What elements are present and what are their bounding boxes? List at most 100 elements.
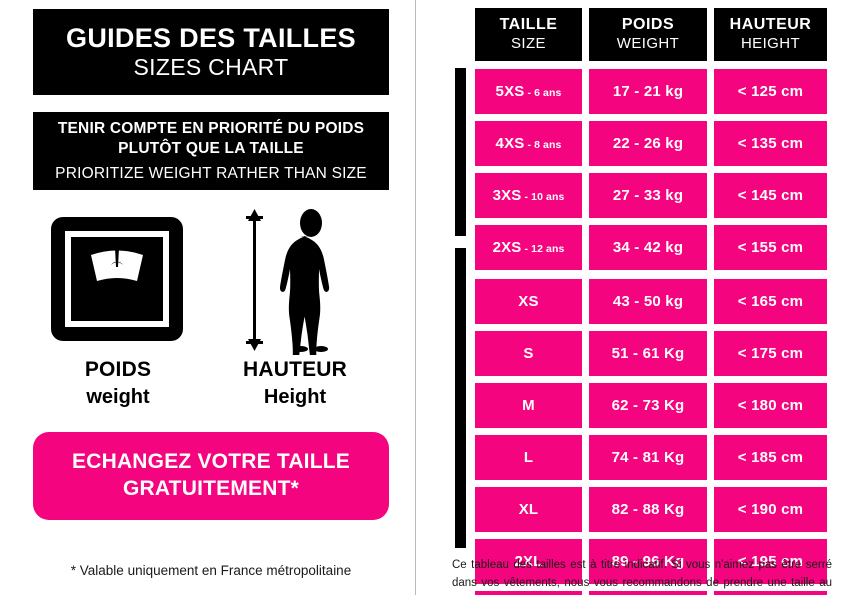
cell-weight: 97 - 104 Kg bbox=[589, 591, 707, 595]
header-cell-height: HAUTEUR HEIGHT bbox=[714, 8, 827, 61]
height-value: < 195 cm bbox=[737, 553, 804, 570]
weight-label-fr: POIDS bbox=[84, 358, 152, 381]
priority-note-block: TENIR COMPTE EN PRIORITÉ DU POIDS PLUTÔT… bbox=[33, 112, 389, 190]
cell-size: 5XS - 6 ans bbox=[475, 69, 582, 114]
size-value: 3XS bbox=[492, 187, 522, 204]
cell-height: < 145 cm bbox=[714, 173, 827, 218]
table-row: 2XS - 12 ans 34 - 42 kg < 155 cm bbox=[475, 225, 827, 270]
height-measure-icon-group bbox=[233, 205, 383, 363]
group-label-adults: ADULTES / ADULTS bbox=[454, 298, 469, 498]
cell-size: 3XL bbox=[475, 591, 582, 595]
table-row: XL 82 - 88 Kg < 190 cm bbox=[475, 487, 827, 532]
cell-weight: 51 - 61 Kg bbox=[589, 331, 707, 376]
height-label-group: HAUTEUR Height bbox=[215, 358, 375, 409]
size-value: XS bbox=[518, 293, 539, 310]
height-value: < 145 cm bbox=[737, 187, 804, 204]
height-label-fr: HAUTEUR bbox=[242, 358, 348, 381]
title-block: GUIDES DES TAILLES SIZES CHART bbox=[33, 9, 389, 95]
cell-height: < 125 cm bbox=[714, 69, 827, 114]
size-age: - 8 ans bbox=[527, 139, 562, 151]
height-value: < 155 cm bbox=[737, 239, 804, 256]
table-row: 3XL 97 - 104 Kg < 200 cm bbox=[475, 591, 827, 595]
cell-size: 4XS - 8 ans bbox=[475, 121, 582, 166]
header-weight-en: WEIGHT bbox=[616, 35, 680, 53]
weight-value: 51 - 61 Kg bbox=[611, 345, 685, 362]
priority-note-fr-line2: PLUTÔT QUE LA TAILLE bbox=[118, 139, 304, 157]
left-footnote: * Valable uniquement en France métropoli… bbox=[70, 563, 352, 578]
size-value: 2XS bbox=[492, 239, 522, 256]
group-label-kids: ENFANTS / KIDS bbox=[454, 52, 469, 252]
size-value: L bbox=[523, 449, 534, 466]
height-value: < 175 cm bbox=[737, 345, 804, 362]
cta-line2: GRATUITEMENT* bbox=[122, 477, 300, 500]
cell-weight: 82 - 88 Kg bbox=[589, 487, 707, 532]
cell-height: < 165 cm bbox=[714, 279, 827, 324]
cell-weight: 27 - 33 kg bbox=[589, 173, 707, 218]
size-age: - 12 ans bbox=[524, 243, 565, 255]
table-row: 4XS - 8 ans 22 - 26 kg < 135 cm bbox=[475, 121, 827, 166]
body-silhouette-icon bbox=[279, 209, 330, 363]
weight-value: 22 - 26 kg bbox=[612, 135, 684, 152]
weight-value: 89 - 96 Kg bbox=[611, 553, 685, 570]
cell-height: < 175 cm bbox=[714, 331, 827, 376]
header-size-fr: TAILLE bbox=[499, 16, 558, 34]
weight-value: 17 - 21 kg bbox=[612, 83, 684, 100]
cell-size: 2XL bbox=[475, 539, 582, 584]
table-footnote: Ce tableau des tailles est à titre indic… bbox=[452, 559, 832, 595]
icon-labels-row: POIDS weight HAUTEUR Height bbox=[33, 358, 389, 416]
height-value: < 180 cm bbox=[737, 397, 804, 414]
free-size-exchange-button[interactable]: ECHANGEZ VOTRE TAILLE GRATUITEMENT* bbox=[33, 432, 389, 520]
left-info-panel: GUIDES DES TAILLES SIZES CHART TENIR COM… bbox=[0, 0, 415, 595]
cell-weight: 74 - 81 Kg bbox=[589, 435, 707, 480]
table-row: S 51 - 61 Kg < 175 cm bbox=[475, 331, 827, 376]
size-value: S bbox=[523, 345, 534, 362]
page-title-en: SIZES CHART bbox=[133, 53, 289, 80]
priority-note-fr: TENIR COMPTE EN PRIORITÉ DU POIDS PLUTÔT… bbox=[58, 119, 364, 158]
header-cell-size: TAILLE SIZE bbox=[475, 8, 582, 61]
size-age: - 10 ans bbox=[524, 191, 565, 203]
height-value: < 165 cm bbox=[737, 293, 804, 310]
weight-label-group: POIDS weight bbox=[38, 358, 198, 409]
weight-value: 27 - 33 kg bbox=[612, 187, 684, 204]
cell-size: XL bbox=[475, 487, 582, 532]
group-label-kids-sep: / bbox=[454, 129, 469, 142]
header-size-en: SIZE bbox=[511, 35, 546, 53]
group-rail-kids: ENFANTS / KIDS bbox=[454, 68, 469, 236]
table-row: XS 43 - 50 kg < 165 cm bbox=[475, 279, 827, 324]
header-cell-weight: POIDS WEIGHT bbox=[589, 8, 707, 61]
cell-size: 2XS - 12 ans bbox=[475, 225, 582, 270]
size-value: 4XS bbox=[495, 135, 525, 152]
size-age: - 6 ans bbox=[527, 87, 562, 99]
cell-height: < 135 cm bbox=[714, 121, 827, 166]
group-label-adults-fr: ADULTES bbox=[454, 398, 469, 464]
page-title-fr: GUIDES DES TAILLES bbox=[66, 22, 356, 53]
group-label-kids-en: KIDS bbox=[454, 97, 469, 130]
weight-value: 82 - 88 Kg bbox=[611, 501, 685, 518]
header-weight-fr: POIDS bbox=[621, 16, 675, 34]
height-label-en: Height bbox=[263, 386, 327, 408]
cell-size: S bbox=[475, 331, 582, 376]
cell-size: L bbox=[475, 435, 582, 480]
height-value: < 190 cm bbox=[737, 501, 804, 518]
cta-line1: ECHANGEZ VOTRE TAILLE bbox=[72, 450, 350, 474]
group-rail-adults: ADULTES / ADULTS bbox=[454, 248, 469, 548]
size-value: XL bbox=[518, 501, 539, 518]
group-label-adults-sep: / bbox=[454, 386, 469, 399]
height-value: < 185 cm bbox=[737, 449, 804, 466]
priority-note-fr-line1: TENIR COMPTE EN PRIORITÉ DU POIDS bbox=[57, 120, 365, 138]
table-row: M 62 - 73 Kg < 180 cm bbox=[475, 383, 827, 428]
priority-note-en: PRIORITIZE WEIGHT RATHER THAN SIZE bbox=[55, 164, 367, 182]
table-row: L 74 - 81 Kg < 185 cm bbox=[475, 435, 827, 480]
size-table-panel: ENFANTS / KIDS ADULTES / ADULTS TAILLE S… bbox=[416, 0, 842, 595]
cell-height: < 155 cm bbox=[714, 225, 827, 270]
weight-value: 34 - 42 kg bbox=[612, 239, 684, 256]
cell-size: 3XS - 10 ans bbox=[475, 173, 582, 218]
weight-value: 62 - 73 Kg bbox=[611, 397, 685, 414]
cell-size: M bbox=[475, 383, 582, 428]
table-row: 3XS - 10 ans 27 - 33 kg < 145 cm bbox=[475, 173, 827, 218]
cell-weight: 17 - 21 kg bbox=[589, 69, 707, 114]
icons-row bbox=[33, 205, 389, 363]
cell-height: < 200 cm bbox=[714, 591, 827, 595]
group-label-kids-fr: ENFANTS bbox=[454, 141, 469, 207]
